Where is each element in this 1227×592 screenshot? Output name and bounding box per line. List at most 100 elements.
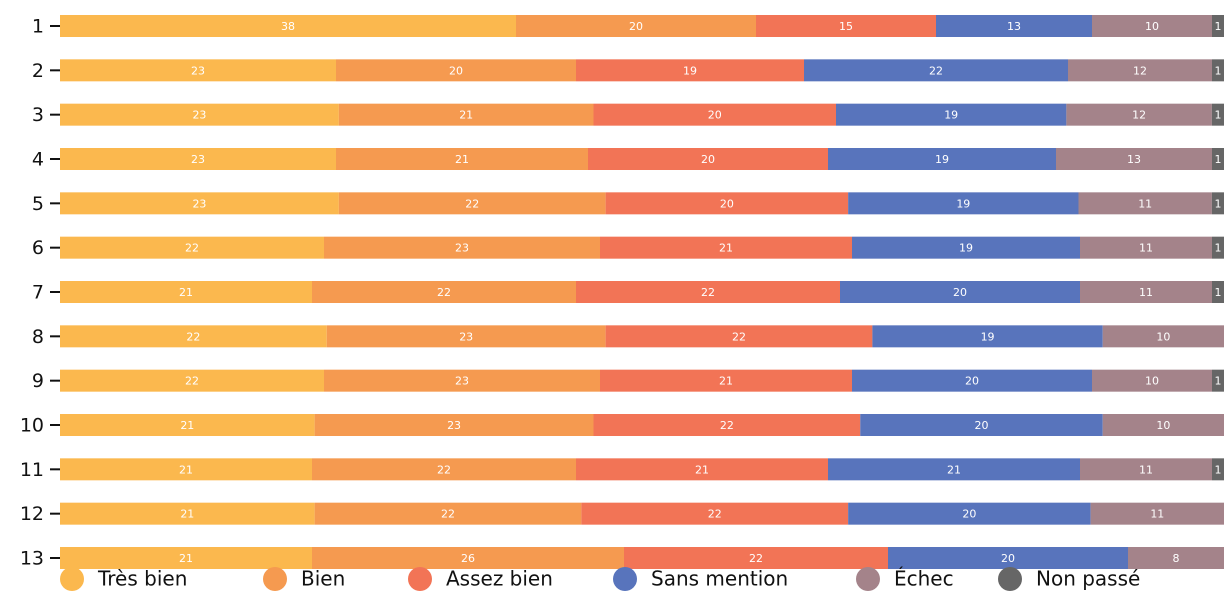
bar-segment (516, 15, 756, 37)
bar-segment (836, 103, 1067, 126)
y-tick-label: 13 (20, 548, 44, 570)
legend-label: Assez bien (446, 567, 553, 591)
value-label: 8 (1173, 552, 1180, 565)
value-label: 20 (449, 64, 463, 77)
bar-segment (600, 369, 852, 392)
value-label: 22 (701, 286, 715, 299)
value-label: 10 (1156, 330, 1170, 343)
y-tick-label: 7 (32, 282, 44, 304)
bar-segment (1090, 502, 1224, 525)
value-label: 1 (1215, 20, 1222, 33)
bar-segment (60, 369, 324, 392)
value-label: 10 (1156, 419, 1170, 432)
legend-label: Non passé (1036, 567, 1140, 591)
bar-segment (1212, 148, 1224, 170)
bar-segment (338, 192, 606, 215)
bar-segment (60, 236, 324, 259)
value-label: 19 (944, 109, 958, 122)
bar-segment (314, 502, 582, 525)
value-label: 21 (947, 463, 961, 476)
value-label: 23 (455, 375, 469, 388)
bar-segment (872, 325, 1103, 348)
value-label: 22 (720, 419, 734, 432)
value-label: 13 (1127, 153, 1141, 166)
legend-label: Sans mention (651, 567, 788, 591)
value-label: 11 (1138, 197, 1152, 210)
value-label: 20 (975, 419, 989, 432)
value-label: 11 (1150, 508, 1164, 521)
bar-segment (1068, 59, 1212, 82)
bar-segment (60, 325, 327, 348)
value-label: 21 (179, 463, 193, 476)
value-label: 0 (1226, 330, 1227, 343)
legend-swatch (60, 567, 84, 591)
bar-segment (336, 59, 576, 82)
value-label: 22 (437, 286, 451, 299)
value-label: 20 (708, 109, 722, 122)
value-label: 22 (185, 242, 199, 255)
bar-segment (936, 15, 1092, 37)
value-label: 21 (455, 153, 469, 166)
legend-swatch (408, 567, 432, 591)
bar-segment (1211, 103, 1224, 126)
value-label: 0 (1226, 508, 1227, 521)
bar-segment (624, 547, 888, 569)
value-label: 19 (959, 242, 973, 255)
value-label: 23 (192, 197, 206, 210)
value-label: 23 (192, 109, 206, 122)
value-label: 1 (1215, 153, 1222, 166)
legend-swatch (613, 567, 637, 591)
value-label: 19 (935, 153, 949, 166)
value-label: 0 (1226, 419, 1227, 432)
value-label: 10 (1145, 375, 1159, 388)
value-label: 22 (929, 64, 943, 77)
value-label: 23 (191, 153, 205, 166)
y-tick-label: 11 (20, 459, 44, 481)
legend-label: Échec (894, 567, 954, 591)
bar-segment (848, 192, 1079, 215)
value-label: 21 (719, 242, 733, 255)
value-label: 1 (1215, 242, 1222, 255)
value-label: 21 (695, 463, 709, 476)
y-tick-label: 5 (32, 193, 44, 215)
y-tick-label: 6 (32, 237, 44, 259)
bar-segment (1092, 15, 1212, 37)
bar-segment (1212, 59, 1224, 82)
value-label: 21 (180, 508, 194, 521)
bar-segment (1080, 236, 1212, 259)
value-label: 26 (461, 552, 475, 565)
value-label: 11 (1139, 463, 1153, 476)
value-label: 21 (459, 109, 473, 122)
bar-segment (60, 281, 312, 303)
value-label: 23 (455, 242, 469, 255)
bar-segment (60, 547, 312, 569)
bar-segment (60, 502, 315, 525)
bar-segment (324, 236, 600, 259)
bar-segment (338, 103, 594, 126)
bar-segment (1066, 103, 1212, 126)
value-label: 22 (437, 463, 451, 476)
value-label: 23 (191, 64, 205, 77)
value-label: 19 (956, 197, 970, 210)
value-label: 1 (1215, 64, 1222, 77)
bar-segment (605, 325, 873, 348)
value-label: 22 (749, 552, 763, 565)
bar-segment (60, 458, 312, 481)
bar-segment (60, 148, 336, 170)
value-label: 19 (683, 64, 697, 77)
value-label: 21 (179, 552, 193, 565)
bar-segment (1212, 15, 1224, 37)
bar-segment (804, 59, 1068, 82)
bar-segment (576, 281, 840, 303)
bar-segment (588, 148, 828, 170)
y-tick-label: 12 (20, 503, 44, 525)
value-label: 20 (1001, 552, 1015, 565)
bar-segment (1211, 192, 1224, 215)
bar-segment (581, 502, 849, 525)
bar-segment (1080, 458, 1212, 481)
value-label: 38 (281, 20, 295, 33)
value-label: 20 (962, 508, 976, 521)
bar-segment (312, 281, 576, 303)
bar-segment (888, 547, 1128, 569)
